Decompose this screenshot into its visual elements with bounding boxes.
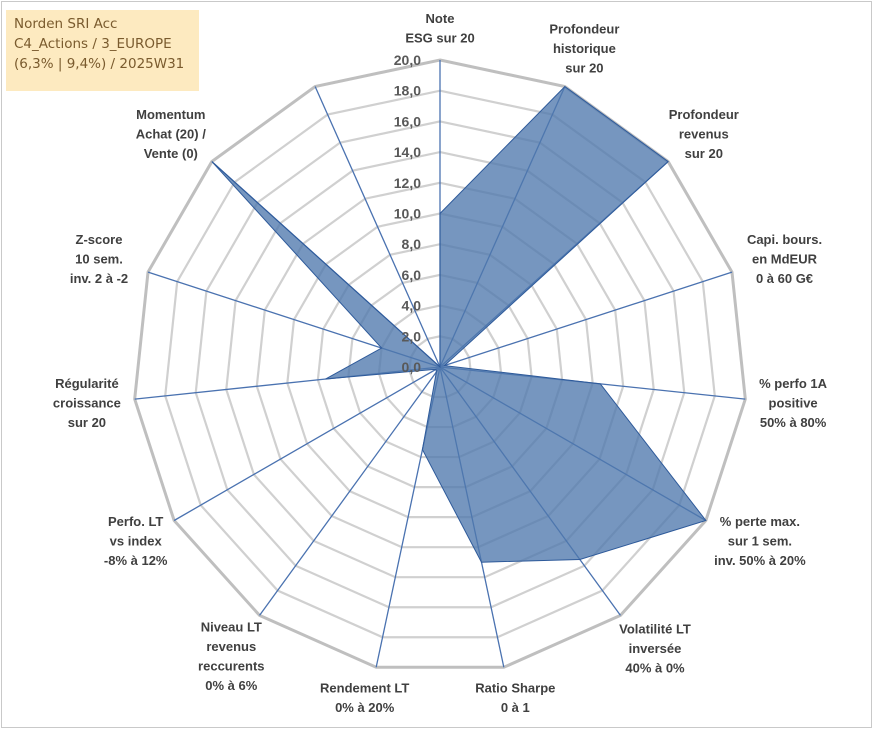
axis-label: Régularité croissance sur 20: [53, 376, 121, 430]
axis-spoke: [314, 86, 441, 368]
axis-label: Note ESG sur 20: [405, 11, 474, 46]
grid-ring: [286, 212, 594, 519]
axis-label: % perfo 1A positive 50% à 80%: [759, 376, 828, 430]
axis-labels: Note ESG sur 20 Profondeur historique sur 20…: [53, 11, 828, 715]
axis-label: Profondeur revenus sur 20: [669, 107, 739, 161]
axis-label: Capi. bours. en MdEUR 0 à 60 G€: [747, 232, 822, 286]
fund-category: C4_Actions / 3_EUROPE: [14, 36, 172, 52]
tick-label: 4,0: [402, 298, 422, 314]
fund-name: Norden SRI Acc: [14, 16, 118, 32]
tick-label: 10,0: [394, 206, 421, 222]
grid-ring: [255, 181, 625, 549]
grid-ring: [316, 243, 564, 489]
radar-series: [211, 85, 707, 563]
tick-label: 6,0: [402, 267, 422, 283]
fund-stats-week: (6,3% | 9,4%) / 2025W31: [14, 56, 185, 72]
axis-label: Volatilité LT inversée 40% à 0%: [619, 622, 691, 676]
grid-ring: [194, 120, 686, 609]
axis-label: % perte max. sur 1 sem. inv. 50% à 20%: [714, 514, 806, 568]
axis-label: Niveau LT revenus reccurents 0% à 6%: [198, 620, 264, 694]
axis-label: Perfo. LT vs index -8% à 12%: [104, 514, 168, 568]
series-area: [211, 85, 707, 563]
tick-label: 8,0: [402, 236, 422, 252]
axis-label: Profondeur historique sur 20: [549, 22, 619, 76]
axis-label: Z-score 10 sem. inv. 2 à -2: [70, 232, 128, 286]
tick-label: 20,0: [394, 52, 421, 68]
tick-label: 12,0: [394, 175, 421, 191]
tick-label: 14,0: [394, 144, 421, 160]
axis-label: Rendement LT 0% à 20%: [320, 681, 409, 716]
grid-ring: [164, 89, 716, 639]
tick-label: 0,0: [402, 359, 422, 375]
grid-ring: [225, 150, 655, 579]
axis-spoke: [173, 366, 441, 522]
axis-label: Momentum Achat (20) / Vente (0): [136, 107, 206, 161]
tick-label: 2,0: [402, 328, 422, 344]
axis-spoke: [439, 271, 733, 368]
tick-label: 16,0: [394, 113, 421, 129]
tick-label: 18,0: [394, 83, 421, 99]
radial-tick-labels: 0,0 2,0 4,0 6,0 8,0 10,0 12,0 14,0 16,0 18,0 20,0: [394, 52, 421, 375]
axis-spoke: [259, 366, 441, 616]
fund-info-box: Norden SRI Acc C4_Actions / 3_EUROPE (6,…: [6, 10, 199, 91]
axis-label: Ratio Sharpe 0 à 1: [475, 681, 555, 716]
grid-ring: [133, 58, 747, 669]
